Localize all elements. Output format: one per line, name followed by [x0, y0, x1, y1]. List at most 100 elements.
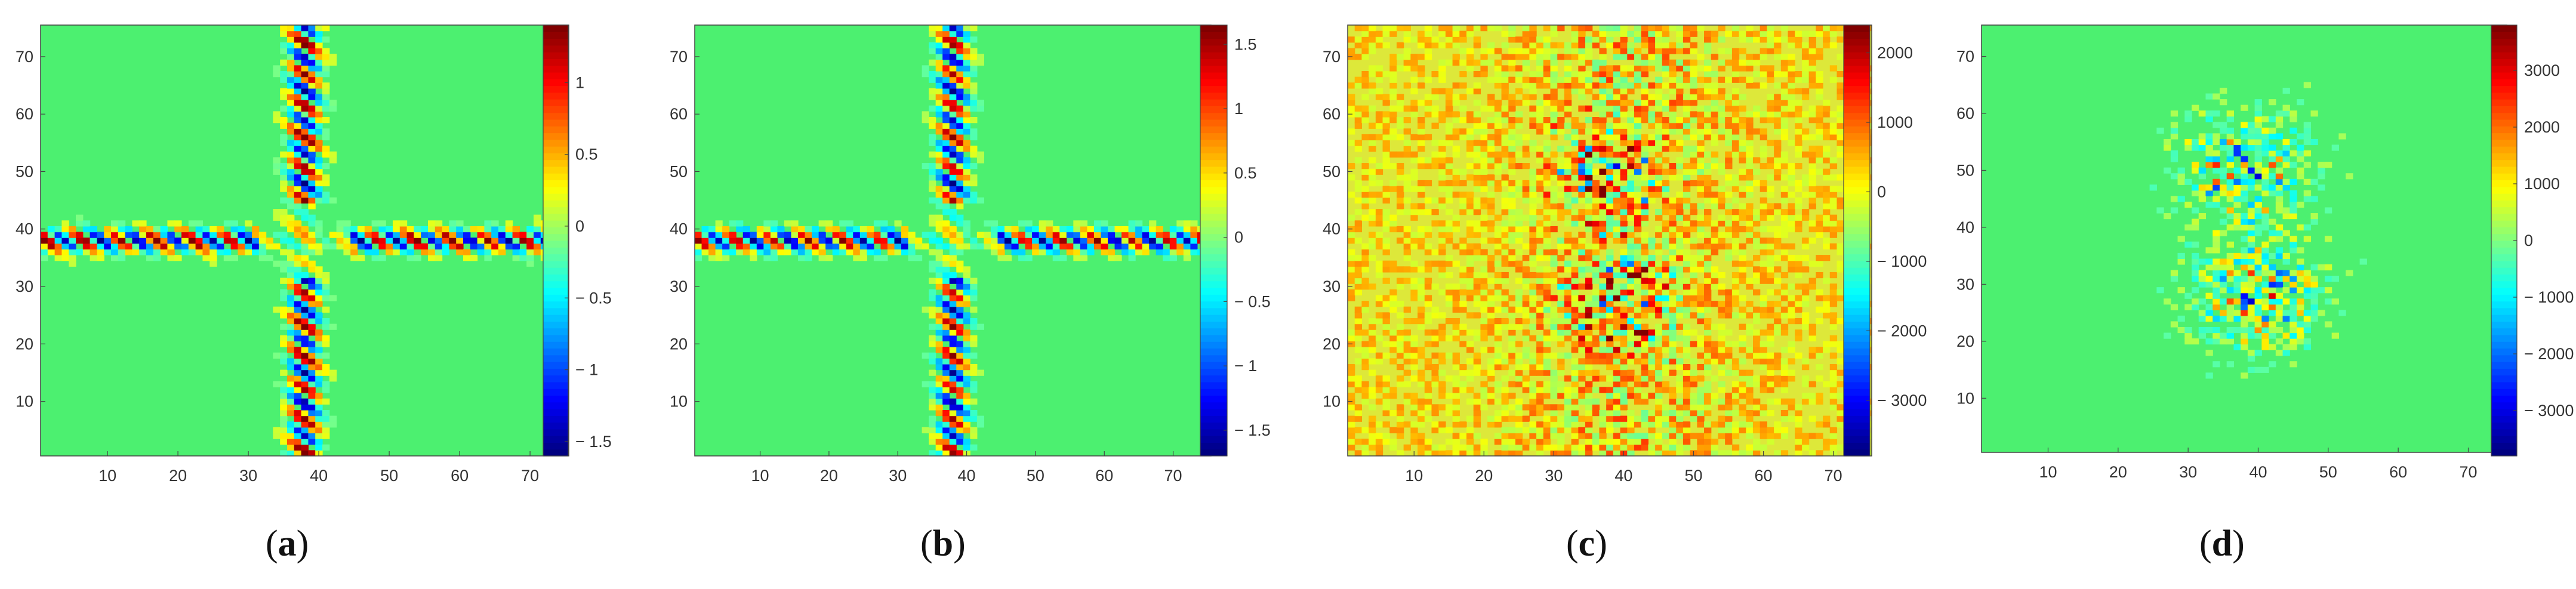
heatmap-cell [308, 94, 316, 100]
heatmap-cell [1655, 335, 1663, 342]
heatmap-cell [1501, 151, 1509, 158]
heatmap-cell [308, 415, 316, 422]
heatmap-cell [287, 341, 295, 347]
heatmap-cell [1508, 36, 1516, 43]
heatmap-cell [1466, 163, 1474, 169]
heatmap-cell [1655, 232, 1663, 238]
heatmap-cell [308, 375, 316, 382]
heatmap-cell [1550, 369, 1558, 376]
heatmap-cell [294, 295, 302, 301]
heatmap-cell [929, 94, 936, 100]
heatmap-cell [1746, 220, 1754, 227]
heatmap-cell [280, 76, 288, 83]
heatmap-cell [1752, 398, 1761, 405]
heatmap-cell [1739, 306, 1746, 313]
heatmap-cell [1418, 163, 1425, 169]
heatmap-cell [1389, 347, 1397, 353]
heatmap-cell [322, 363, 330, 371]
heatmap-cell [1418, 404, 1425, 411]
heatmap-cell [1536, 398, 1544, 405]
heatmap-cell [1459, 306, 1467, 313]
y-tick-label: 10 [16, 393, 33, 411]
heatmap-cell [238, 243, 245, 250]
heatmap-cell [1739, 335, 1746, 342]
heatmap-cell [280, 59, 288, 66]
heatmap-cell [929, 260, 936, 267]
heatmap-cell [1543, 180, 1551, 187]
heatmap-cell [1121, 232, 1129, 238]
heatmap-cell [54, 226, 62, 233]
heatmap-cell [202, 255, 210, 261]
heatmap-cell [1389, 88, 1397, 95]
heatmap-cell [1704, 88, 1712, 95]
heatmap-cell [1149, 243, 1157, 250]
heatmap-cell [1697, 105, 1705, 112]
heatmap-cell [1641, 283, 1648, 290]
heatmap-cell [935, 387, 943, 393]
heatmap-cell [1578, 54, 1586, 60]
heatmap-cell [1480, 48, 1488, 54]
heatmap-cell [798, 243, 806, 250]
heatmap-cell [1662, 335, 1670, 342]
heatmap-cell [315, 197, 323, 204]
heatmap-cell [1424, 243, 1432, 250]
heatmap-cell [1760, 444, 1767, 451]
heatmap-cell [1501, 289, 1509, 296]
heatmap-cell [1361, 243, 1369, 250]
heatmap-cell [922, 232, 929, 238]
heatmap-cell [935, 323, 943, 330]
heatmap-cell [1718, 59, 1725, 66]
heatmap-cell [1578, 238, 1586, 244]
heatmap-cell [1396, 375, 1404, 382]
heatmap-cell [61, 226, 69, 233]
colorbar-step [1200, 79, 1227, 87]
heatmap-cell [1473, 174, 1481, 181]
heatmap-cell [963, 117, 970, 124]
heatmap-cell [1718, 369, 1725, 376]
heatmap-cell [832, 226, 840, 233]
heatmap-cell [1466, 65, 1474, 72]
heatmap-cell [301, 352, 309, 359]
heatmap-cell [1711, 88, 1719, 95]
heatmap-cell [1676, 266, 1684, 273]
heatmap-cell [942, 323, 950, 330]
heatmap-cell [294, 289, 302, 296]
heatmap-cell [301, 323, 309, 330]
heatmap-cell [1529, 444, 1537, 451]
heatmap-cell [1452, 151, 1460, 158]
heatmap-cell [1452, 363, 1460, 371]
heatmap-cell [1676, 59, 1684, 66]
heatmap-cell [1606, 42, 1614, 49]
heatmap-cell [1655, 301, 1663, 307]
heatmap-cell [1410, 134, 1418, 141]
heatmap-cell [1466, 255, 1474, 261]
heatmap-cell [1669, 209, 1677, 215]
heatmap-cell [1731, 260, 1740, 267]
heatmap-cell [956, 266, 964, 273]
heatmap-cell [1508, 341, 1516, 347]
heatmap-cell [1418, 100, 1425, 106]
heatmap-cell [1550, 255, 1558, 261]
heatmap-cell [1683, 134, 1691, 141]
heatmap-cell [1494, 433, 1502, 439]
heatmap-cell [1473, 283, 1481, 290]
heatmap-cell [1564, 134, 1572, 141]
heatmap-cell [1613, 203, 1621, 209]
heatmap-cell [1613, 312, 1621, 319]
heatmap-cell [1676, 409, 1684, 417]
heatmap-cell [695, 255, 702, 261]
heatmap-cell [1641, 134, 1648, 141]
heatmap-cell [1522, 214, 1530, 221]
heatmap-cell [1704, 358, 1712, 365]
heatmap-cell [1550, 387, 1558, 393]
colorbar-step [543, 415, 568, 423]
heatmap-cell [1418, 128, 1425, 135]
heatmap-cell [1760, 151, 1767, 158]
heatmap-cell [1501, 76, 1509, 83]
heatmap-cell [1459, 117, 1467, 124]
heatmap-cell [301, 450, 309, 457]
heatmap-cell [97, 243, 104, 250]
heatmap-cell [1620, 398, 1628, 405]
heatmap-cell [949, 450, 957, 457]
heatmap-cell [956, 387, 964, 393]
